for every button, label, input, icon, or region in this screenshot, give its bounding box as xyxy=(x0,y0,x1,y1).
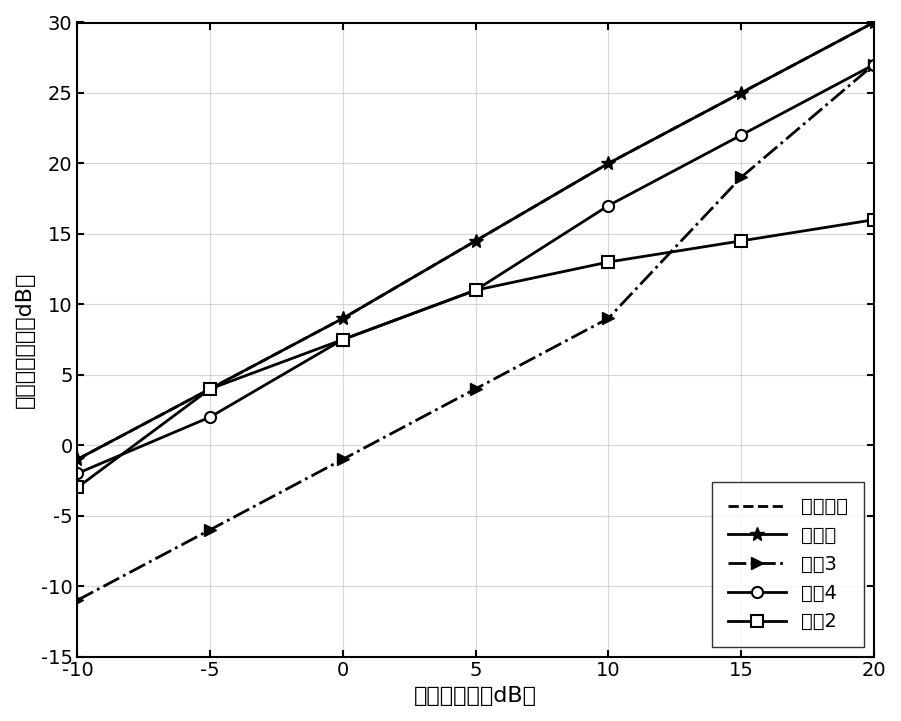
Line: 文献4: 文献4 xyxy=(72,59,879,479)
Legend: 理论上限, 本发明, 文献3, 文献4, 文献2: 理论上限, 本发明, 文献3, 文献4, 文献2 xyxy=(712,482,864,647)
理论上限 xyxy=(470,236,481,245)
理论上限 xyxy=(603,159,614,168)
本发明 xyxy=(205,384,215,393)
本发明 xyxy=(603,159,614,168)
文献4 xyxy=(72,469,83,478)
文献2 xyxy=(735,236,746,245)
文献2 xyxy=(869,216,879,224)
文献3 xyxy=(205,526,215,534)
Line: 本发明: 本发明 xyxy=(70,16,880,466)
理论上限 xyxy=(735,89,746,97)
文献3 xyxy=(869,61,879,69)
文献2 xyxy=(338,335,349,344)
理论上限 xyxy=(869,18,879,27)
本发明 xyxy=(735,89,746,97)
Line: 文献2: 文献2 xyxy=(72,214,879,493)
文献3 xyxy=(338,455,349,464)
理论上限 xyxy=(205,384,215,393)
文献2 xyxy=(470,286,481,295)
本发明 xyxy=(72,455,83,464)
理论上限 xyxy=(72,455,83,464)
文献4 xyxy=(338,335,349,344)
Line: 文献3: 文献3 xyxy=(72,59,879,606)
本发明 xyxy=(470,236,481,245)
Line: 理论上限: 理论上限 xyxy=(77,22,874,459)
文献4 xyxy=(869,61,879,69)
本发明 xyxy=(869,18,879,27)
理论上限 xyxy=(338,314,349,323)
文献3 xyxy=(603,314,614,323)
文献2 xyxy=(603,257,614,266)
本发明 xyxy=(338,314,349,323)
文献4 xyxy=(603,201,614,210)
文献3 xyxy=(470,384,481,393)
X-axis label: 输入信噪比（dB）: 输入信噪比（dB） xyxy=(414,686,537,706)
文献3 xyxy=(72,596,83,604)
文献4 xyxy=(205,412,215,421)
文献2 xyxy=(205,384,215,393)
文献3 xyxy=(735,173,746,182)
Y-axis label: 输出信干噪比（dB）: 输出信干噪比（dB） xyxy=(15,271,35,408)
文献4 xyxy=(470,286,481,295)
文献2 xyxy=(72,483,83,492)
文献4 xyxy=(735,131,746,140)
